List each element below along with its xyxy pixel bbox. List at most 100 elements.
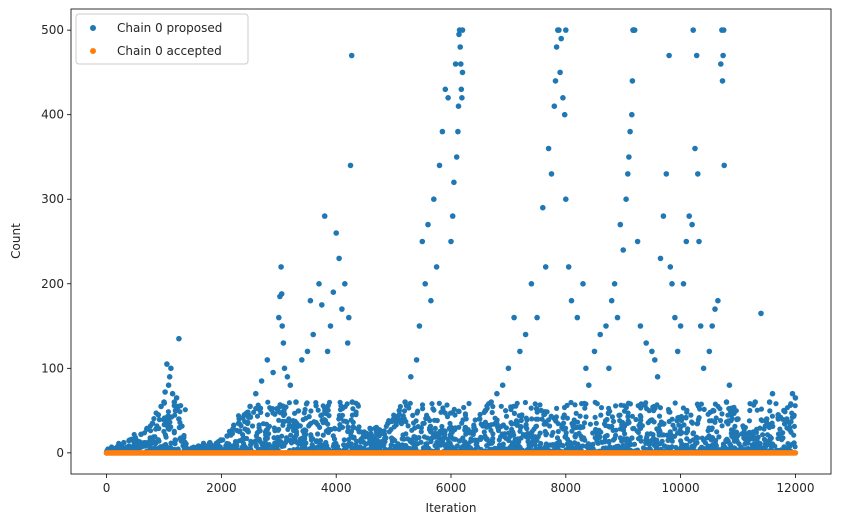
- proposed-point: [337, 424, 343, 430]
- legend: Chain 0 proposed Chain 0 accepted: [75, 13, 249, 65]
- proposed-point: [258, 378, 265, 384]
- proposed-point: [648, 431, 654, 437]
- proposed-point: [236, 416, 242, 422]
- proposed-point: [458, 86, 465, 93]
- proposed-point: [534, 314, 540, 321]
- proposed-point: [634, 428, 640, 434]
- proposed-point: [427, 425, 433, 431]
- proposed-point: [150, 439, 156, 445]
- proposed-point: [167, 419, 173, 425]
- y-tick-label: 300: [41, 192, 64, 206]
- proposed-point: [425, 415, 431, 421]
- proposed-point: [786, 444, 793, 450]
- proposed-point: [156, 438, 162, 444]
- proposed-point: [775, 412, 781, 418]
- proposed-point: [556, 438, 562, 444]
- proposed-point: [303, 415, 309, 421]
- proposed-point: [253, 442, 259, 448]
- proposed-point: [465, 428, 472, 435]
- proposed-point: [694, 421, 700, 427]
- proposed-point: [409, 427, 415, 433]
- proposed-point: [195, 443, 202, 449]
- proposed-point: [301, 442, 307, 449]
- proposed-point: [308, 432, 314, 438]
- proposed-point: [565, 264, 572, 270]
- proposed-point: [367, 426, 374, 433]
- proposed-point: [390, 416, 397, 422]
- proposed-point: [704, 435, 710, 441]
- proposed-point: [425, 435, 431, 441]
- proposed-point: [461, 404, 467, 411]
- proposed-point: [781, 407, 787, 414]
- proposed-point: [720, 52, 726, 59]
- proposed-point: [715, 297, 721, 304]
- proposed-point: [438, 409, 444, 415]
- proposed-point: [432, 425, 438, 431]
- proposed-point: [643, 437, 649, 443]
- proposed-point: [608, 297, 615, 304]
- proposed-point: [515, 436, 521, 442]
- proposed-point: [733, 408, 739, 414]
- proposed-point: [459, 69, 466, 76]
- proposed-point: [529, 416, 535, 422]
- proposed-point: [490, 431, 496, 437]
- proposed-point: [490, 403, 496, 410]
- proposed-point: [656, 432, 662, 438]
- proposed-point: [592, 414, 598, 420]
- proposed-point: [248, 438, 254, 444]
- proposed-point: [449, 213, 456, 219]
- proposed-point: [719, 423, 725, 429]
- proposed-point: [530, 435, 536, 441]
- proposed-point: [553, 44, 560, 50]
- proposed-point: [262, 441, 268, 447]
- proposed-point: [307, 297, 314, 304]
- proposed-point: [695, 171, 701, 177]
- proposed-point: [517, 445, 523, 451]
- proposed-point: [505, 365, 512, 372]
- proposed-point: [656, 413, 663, 419]
- legend-label-proposed: Chain 0 proposed: [117, 21, 222, 35]
- proposed-point: [508, 404, 514, 410]
- proposed-point: [598, 405, 605, 411]
- proposed-point: [633, 416, 639, 423]
- proposed-point: [791, 423, 798, 429]
- proposed-point: [419, 402, 426, 408]
- proposed-point: [683, 415, 689, 421]
- proposed-point: [319, 302, 325, 308]
- proposed-point: [354, 438, 360, 444]
- proposed-point: [654, 374, 661, 380]
- proposed-point: [428, 429, 434, 435]
- x-tick-label: 4000: [321, 481, 352, 495]
- proposed-point: [560, 443, 566, 449]
- proposed-point: [299, 357, 305, 363]
- proposed-point: [313, 400, 319, 406]
- proposed-point: [679, 430, 685, 436]
- proposed-point: [165, 382, 172, 389]
- proposed-point: [705, 411, 711, 417]
- proposed-point: [466, 400, 472, 407]
- proposed-point: [700, 365, 707, 372]
- proposed-point: [161, 428, 167, 435]
- proposed-point: [689, 420, 696, 426]
- proposed-point: [629, 413, 636, 419]
- proposed-point: [505, 436, 511, 442]
- proposed-point: [308, 408, 314, 414]
- proposed-point: [732, 423, 738, 429]
- proposed-point: [176, 424, 183, 431]
- proposed-point: [604, 432, 610, 439]
- proposed-point: [546, 417, 552, 423]
- proposed-point: [346, 314, 352, 321]
- proposed-point: [275, 434, 281, 440]
- proposed-point: [661, 421, 667, 427]
- proposed-point: [558, 35, 564, 42]
- proposed-point: [388, 442, 394, 448]
- proposed-point: [325, 403, 331, 409]
- proposed-point: [611, 281, 618, 287]
- proposed-point: [348, 417, 354, 423]
- proposed-point: [401, 408, 408, 414]
- proposed-point: [349, 399, 356, 405]
- proposed-point: [738, 445, 744, 451]
- proposed-point: [694, 401, 701, 407]
- proposed-point: [559, 422, 565, 428]
